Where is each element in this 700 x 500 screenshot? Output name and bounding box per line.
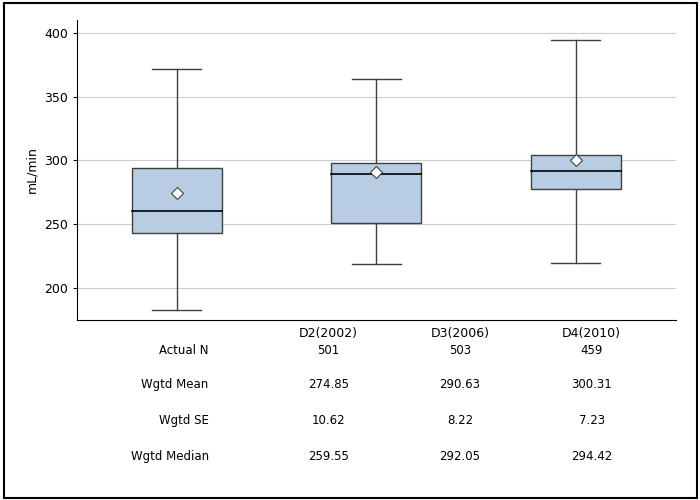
Bar: [331, 163, 421, 223]
Bar: [132, 168, 222, 233]
Text: 292.05: 292.05: [440, 450, 480, 464]
Text: 8.22: 8.22: [447, 414, 473, 428]
Text: 294.42: 294.42: [571, 450, 612, 464]
Text: 501: 501: [317, 344, 340, 357]
Text: Wgtd Median: Wgtd Median: [130, 450, 209, 464]
Text: D3(2006): D3(2006): [430, 327, 489, 340]
Text: 259.55: 259.55: [308, 450, 349, 464]
Text: Wgtd Mean: Wgtd Mean: [141, 378, 209, 392]
Text: 274.85: 274.85: [308, 378, 349, 392]
Text: 290.63: 290.63: [440, 378, 480, 392]
Text: Actual N: Actual N: [159, 344, 209, 357]
Text: 7.23: 7.23: [579, 414, 605, 428]
Y-axis label: mL/min: mL/min: [25, 146, 38, 194]
Text: 459: 459: [580, 344, 603, 357]
Bar: [531, 156, 621, 188]
Text: D2(2002): D2(2002): [299, 327, 358, 340]
Text: D4(2010): D4(2010): [562, 327, 621, 340]
Text: 503: 503: [449, 344, 471, 357]
Text: 10.62: 10.62: [312, 414, 345, 428]
Text: Wgtd SE: Wgtd SE: [159, 414, 209, 428]
Text: 300.31: 300.31: [571, 378, 612, 392]
